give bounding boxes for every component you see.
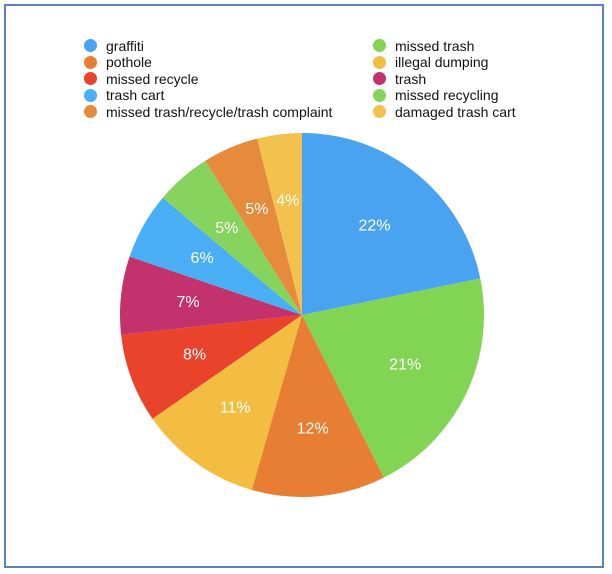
legend-item-trash: trash xyxy=(373,70,426,87)
legend-label: trash xyxy=(395,70,427,87)
slice-label-trash: 7% xyxy=(176,294,199,311)
legend-item-illegal-dumping: illegal dumping xyxy=(373,54,488,71)
legend-item-missed-recycle: missed recycle xyxy=(84,70,199,87)
pie-slice-trash xyxy=(120,256,302,335)
legend-swatch xyxy=(84,88,97,102)
legend-item-trash-cart: trash cart xyxy=(84,87,164,104)
legend-label: illegal dumping xyxy=(395,54,489,70)
chart-legend: graffiti pothole missed recycle trash cart m… xyxy=(84,37,554,121)
legend-label: trash cart xyxy=(106,87,165,103)
pie-slice-missed-trash xyxy=(302,278,484,478)
legend-label: graffiti xyxy=(106,37,144,54)
legend-item-damaged-trash-cart: damaged trash cart xyxy=(373,103,516,120)
slice-label-missed-recycling: 5% xyxy=(215,220,238,237)
pie-slice-graffiti xyxy=(302,133,481,315)
legend-label: missed recycling xyxy=(395,87,499,103)
legend-label: damaged trash cart xyxy=(395,103,516,120)
slice-label-damaged-trash-cart: 4% xyxy=(276,193,299,210)
slice-label-missed-trash-recycle-trash-complaint: 5% xyxy=(245,201,268,218)
legend-swatch xyxy=(84,72,97,85)
legend-item-missed-recycling: missed recycling xyxy=(373,87,498,104)
legend-swatch xyxy=(373,88,386,102)
pie-slice-pothole xyxy=(251,315,384,497)
legend-item-missed-trash-recycle-trash-complaint: missed trash/recycle/trash complaint xyxy=(84,103,332,120)
slice-label-missed-trash: 21% xyxy=(389,356,421,373)
legend-label: missed trash xyxy=(395,37,475,54)
pie-slice-missed-trash-recycle-trash-complaint xyxy=(205,138,302,315)
legend-label: missed recycle xyxy=(106,70,199,87)
legend-swatch xyxy=(84,39,97,52)
slice-label-pothole: 12% xyxy=(297,421,329,438)
slice-label-trash-cart: 6% xyxy=(191,250,214,267)
legend-label: missed trash/recycle/trash complaint xyxy=(106,103,333,120)
legend-swatch xyxy=(373,105,386,118)
legend-label: pothole xyxy=(106,54,152,70)
legend-swatch xyxy=(84,105,97,118)
slice-label-illegal-dumping: 11% xyxy=(220,400,251,417)
slice-label-graffiti: 22% xyxy=(358,218,390,235)
pie-slice-missed-recycle xyxy=(121,315,302,419)
legend-swatch xyxy=(373,55,386,69)
legend-item-pothole: pothole xyxy=(84,54,152,71)
legend-swatch xyxy=(84,55,97,69)
legend-swatch xyxy=(373,39,386,52)
slice-label-missed-recycle: 8% xyxy=(183,347,206,364)
legend-item-graffiti: graffiti xyxy=(84,37,144,54)
pie-slice-missed-recycling xyxy=(162,160,302,315)
pie-slice-illegal-dumping xyxy=(152,315,302,490)
pie-slice-damaged-trash-cart xyxy=(257,133,302,315)
legend-item-missed-trash: missed trash xyxy=(373,37,474,54)
legend-swatch xyxy=(373,72,386,85)
pie-slice-trash-cart xyxy=(129,197,302,315)
